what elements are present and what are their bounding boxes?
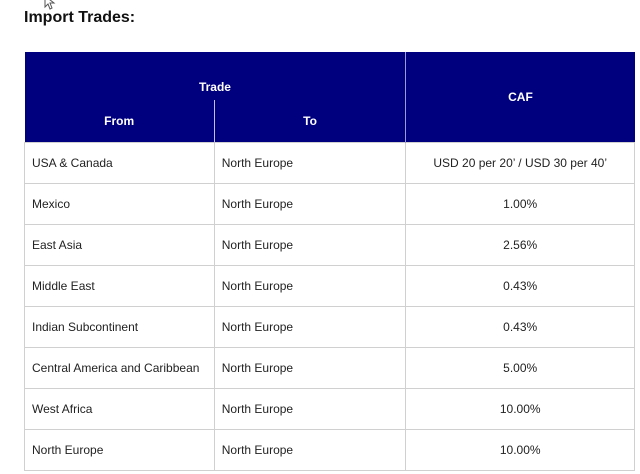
from-cell: USA & Canada (24, 142, 215, 184)
table-row: North Europe North Europe 10.00% (24, 429, 635, 471)
mouse-pointer-icon (44, 0, 56, 10)
to-cell: North Europe (213, 388, 407, 430)
caf-cell: 1.00% (405, 183, 635, 225)
table-row: USA & Canada North Europe USD 20 per 20’… (24, 142, 635, 184)
caf-cell: 0.43% (405, 265, 635, 307)
caf-table: Trade CAF From To USA & Canada North Eur… (24, 52, 635, 471)
to-cell: North Europe (213, 347, 407, 389)
to-cell: North Europe (213, 265, 407, 307)
caf-cell: 10.00% (405, 388, 635, 430)
from-cell: Middle East (24, 265, 215, 307)
to-header: To (214, 100, 406, 143)
table-row: Central America and Caribbean North Euro… (24, 347, 635, 389)
page-title: Import Trades: (24, 9, 136, 26)
to-cell: North Europe (213, 306, 407, 348)
from-cell: Central America and Caribbean (24, 347, 215, 389)
caf-cell: 10.00% (405, 429, 635, 471)
table-row: Mexico North Europe 1.00% (24, 183, 635, 225)
to-cell: North Europe (213, 429, 407, 471)
to-cell: North Europe (213, 183, 407, 225)
to-cell: North Europe (213, 142, 407, 184)
table-row: West Africa North Europe 10.00% (24, 388, 635, 430)
from-header: From (24, 100, 215, 143)
from-cell: West Africa (24, 388, 215, 430)
from-cell: Indian Subcontinent (24, 306, 215, 348)
trade-header: Trade (24, 52, 407, 100)
table-row: Indian Subcontinent North Europe 0.43% (24, 306, 635, 348)
caf-cell: 5.00% (405, 347, 635, 389)
to-cell: North Europe (213, 224, 407, 266)
from-cell: Mexico (24, 183, 215, 225)
from-cell: North Europe (24, 429, 215, 471)
caf-header: CAF (405, 52, 635, 143)
caf-cell: 2.56% (405, 224, 635, 266)
from-cell: East Asia (24, 224, 215, 266)
caf-cell: USD 20 per 20’ / USD 30 per 40’ (405, 142, 635, 184)
caf-cell: 0.43% (405, 306, 635, 348)
table-row: Middle East North Europe 0.43% (24, 265, 635, 307)
table-row: East Asia North Europe 2.56% (24, 224, 635, 266)
